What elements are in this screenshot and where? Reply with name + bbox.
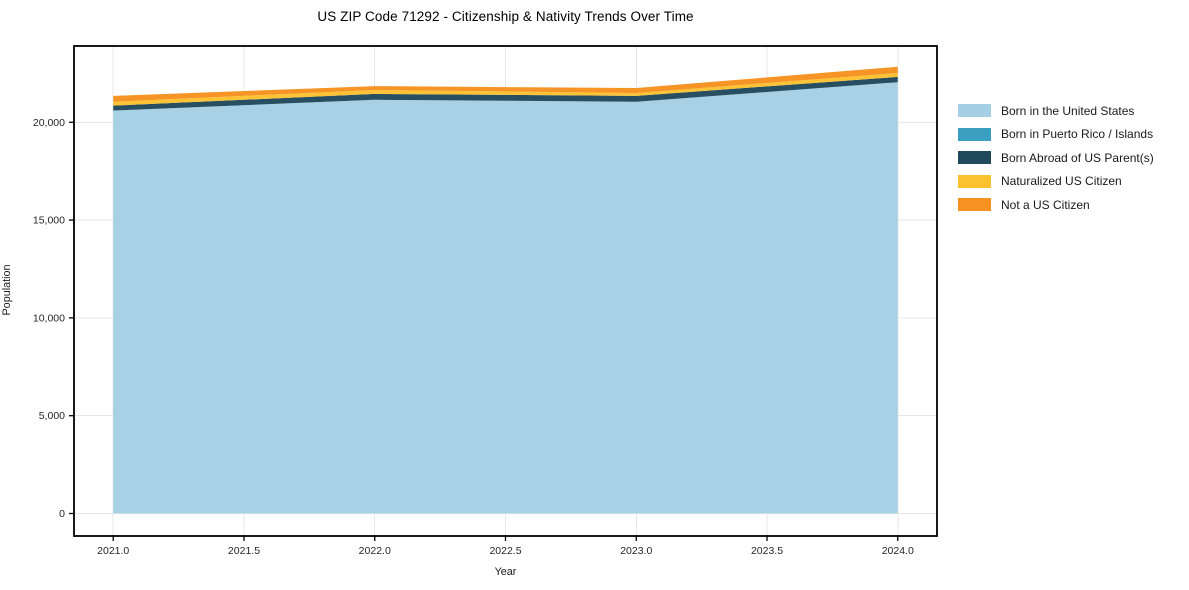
legend-swatch-naturalized <box>958 174 991 188</box>
legend: Born in the United States Born in Puerto… <box>958 99 1154 217</box>
legend-swatch-born-us <box>958 104 991 118</box>
legend-item-born-us: Born in the United States <box>958 99 1154 123</box>
legend-swatch-born-abroad <box>958 151 991 165</box>
legend-item-born-abroad: Born Abroad of US Parent(s) <box>958 146 1154 170</box>
area-series-4 <box>113 66 898 102</box>
y-tick-label: 20,000 <box>33 117 65 129</box>
area-series-0 <box>113 82 898 514</box>
y-tick-label: 0 <box>59 508 65 520</box>
x-tick-label: 2023.5 <box>751 545 783 557</box>
area-series-2 <box>113 76 898 111</box>
legend-label: Born Abroad of US Parent(s) <box>1001 150 1154 165</box>
y-tick-label: 15,000 <box>33 215 65 227</box>
x-axis-label: Year <box>494 566 517 578</box>
legend-label: Born in Puerto Rico / Islands <box>1001 127 1154 142</box>
y-tick-label: 5,000 <box>39 410 65 422</box>
legend-swatch-puerto-rico <box>958 127 991 141</box>
x-tick-label: 2024.0 <box>882 545 914 557</box>
x-tick-label: 2022.0 <box>359 545 391 557</box>
y-tick-label: 10,000 <box>33 312 65 324</box>
legend-swatch-not-citizen <box>958 198 991 212</box>
legend-item-not-citizen: Not a US Citizen <box>958 193 1154 217</box>
legend-label: Naturalized US Citizen <box>1001 174 1122 189</box>
plot-border <box>73 45 938 537</box>
legend-item-naturalized: Naturalized US Citizen <box>958 170 1154 194</box>
legend-item-puerto-rico: Born in Puerto Rico / Islands <box>958 123 1154 147</box>
x-tick-label: 2021.0 <box>97 545 129 557</box>
x-tick-label: 2021.5 <box>228 545 260 557</box>
chart-title: US ZIP Code 71292 - Citizenship & Nativi… <box>317 9 694 24</box>
legend-label: Not a US Citizen <box>1001 197 1090 212</box>
x-tick-label: 2023.0 <box>620 545 652 557</box>
x-tick-label: 2022.5 <box>489 545 521 557</box>
legend-label: Born in the United States <box>1001 103 1135 118</box>
